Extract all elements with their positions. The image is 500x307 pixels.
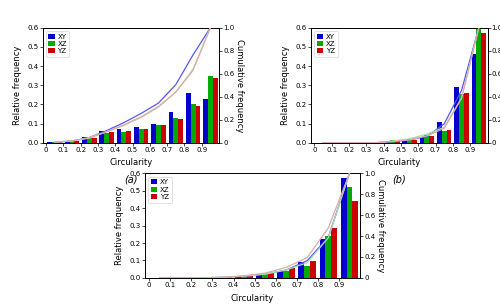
Bar [87,137,92,143]
Bar [310,261,316,278]
Bar [116,129,121,143]
Bar [190,104,196,143]
Bar [74,141,79,143]
Bar [476,28,482,143]
Text: (b): (b) [392,175,406,185]
Bar [186,93,190,143]
Bar [82,137,87,143]
Y-axis label: Relative frequency: Relative frequency [115,186,124,265]
Bar [289,268,295,278]
Bar [482,33,486,143]
Bar [446,130,452,143]
Bar [320,239,326,278]
Bar [70,141,74,143]
Bar [144,129,148,143]
Bar [298,262,304,278]
Bar [235,276,241,278]
Bar [437,122,442,143]
Bar [394,141,400,143]
Bar [262,274,268,278]
Bar [156,126,161,143]
Bar [168,112,173,143]
Text: (a): (a) [124,175,138,185]
Bar [241,276,247,278]
Bar [454,87,459,143]
Bar [247,275,253,278]
Bar [464,93,469,143]
Bar [430,136,434,143]
Bar [92,138,96,143]
Legend: XY, XZ, YZ: XY, XZ, YZ [314,31,338,57]
Bar [208,76,213,143]
Bar [104,133,109,143]
Bar [174,118,178,143]
Bar [459,94,464,143]
Bar [220,277,226,278]
Bar [256,274,262,278]
Bar [109,132,114,143]
Bar [332,228,337,278]
Bar [64,141,70,143]
Bar [122,132,126,143]
Bar [196,106,200,143]
Bar [268,274,274,278]
Bar [407,139,412,143]
Y-axis label: Cumulative frequency: Cumulative frequency [376,179,385,272]
Bar [352,201,358,278]
Bar [472,55,476,143]
Bar [420,137,424,143]
Bar [178,119,183,143]
Bar [442,131,446,143]
Bar [390,140,394,143]
Bar [126,131,131,143]
Bar [385,141,390,143]
Bar [100,131,104,143]
Bar [48,142,52,143]
X-axis label: Circularity: Circularity [378,158,421,168]
Bar [203,99,208,143]
Legend: XY, XZ, YZ: XY, XZ, YZ [148,177,172,203]
Y-axis label: Cumulative frequency: Cumulative frequency [235,38,244,132]
Bar [226,277,232,278]
Bar [57,142,62,143]
Bar [402,140,407,143]
Bar [326,236,332,278]
Bar [213,77,218,143]
Bar [346,187,352,278]
Bar [284,271,289,278]
Bar [424,135,430,143]
Bar [340,178,346,278]
X-axis label: Circularity: Circularity [109,158,152,168]
Bar [214,277,220,278]
Bar [139,129,143,143]
Bar [151,123,156,143]
Y-axis label: Relative frequency: Relative frequency [12,45,22,125]
Bar [134,127,139,143]
Bar [412,140,417,143]
X-axis label: Circularity: Circularity [231,293,274,303]
Bar [52,142,57,143]
Bar [278,271,283,278]
Legend: XY, XZ, YZ: XY, XZ, YZ [46,31,70,57]
Bar [161,126,166,143]
Bar [304,266,310,278]
Y-axis label: Relative frequency: Relative frequency [281,45,290,125]
